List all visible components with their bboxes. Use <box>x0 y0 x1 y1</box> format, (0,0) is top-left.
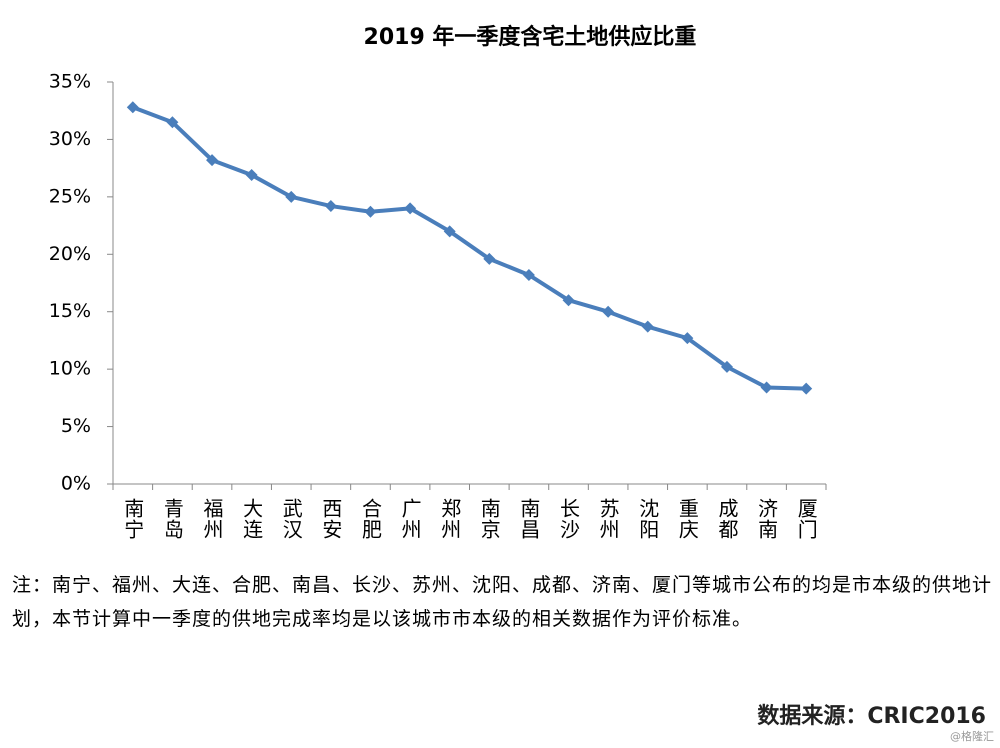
x-tick-label: 成都 <box>715 498 739 540</box>
marker <box>443 225 456 238</box>
x-tick-label: 苏州 <box>596 498 620 540</box>
x-tick-label: 南京 <box>477 498 501 540</box>
marker <box>364 205 377 218</box>
marker <box>522 268 535 281</box>
x-tick-label: 郑州 <box>438 498 462 540</box>
y-tick-label: 25% <box>49 185 91 207</box>
marker <box>641 320 654 333</box>
marker <box>681 332 694 345</box>
marker <box>800 382 813 395</box>
x-tick-label: 济南 <box>755 498 779 540</box>
marker <box>760 381 773 394</box>
x-tick-label: 南宁 <box>121 498 145 540</box>
x-tick-label: 长沙 <box>557 498 581 540</box>
x-tick-label: 福州 <box>200 498 224 540</box>
note: 注：南宁、福州、大连、合肥、南昌、长沙、苏州、沈阳、成都、济南、厦门等城市公布的… <box>12 574 993 630</box>
x-tick-label: 广州 <box>398 498 422 540</box>
y-tick-label: 5% <box>61 415 91 437</box>
y-tick-label: 0% <box>61 473 91 495</box>
marker <box>483 252 496 265</box>
x-tick-label: 沈阳 <box>636 498 660 540</box>
marker <box>285 190 298 203</box>
marker <box>562 294 575 307</box>
line <box>132 105 807 391</box>
y-tick-label: 20% <box>49 243 91 265</box>
x-tick-label: 重庆 <box>675 498 699 540</box>
x-tick-label: 西安 <box>319 498 343 540</box>
y-tick-label: 30% <box>49 128 91 150</box>
marker <box>324 200 337 213</box>
x-tick-label: 厦门 <box>794 498 818 540</box>
chart: 2019 年一季度含宅土地供应比重 0% 5% 10% 15% 20% 25% 30% 35%… <box>49 24 827 540</box>
x-tick-label: 合肥 <box>358 498 382 540</box>
marker <box>404 202 417 215</box>
marker <box>126 101 139 114</box>
marker <box>602 305 615 318</box>
watermark: @格隆汇 <box>950 730 994 743</box>
marker <box>166 116 179 129</box>
y-tick-label: 35% <box>49 71 91 93</box>
marker <box>206 154 219 167</box>
source: 数据来源：CRIC2016 <box>757 704 986 729</box>
marker <box>720 360 733 373</box>
chart-title: 2019 年一季度含宅土地供应比重 <box>364 24 697 50</box>
y-tick-label: 10% <box>49 358 91 380</box>
x-tick-label: 武汉 <box>279 498 303 540</box>
marker <box>245 169 258 182</box>
x-tick-label: 南昌 <box>517 498 541 540</box>
y-tick-label: 15% <box>49 300 91 322</box>
x-tick-label: 大连 <box>240 498 264 540</box>
x-tick-label: 青岛 <box>160 498 184 540</box>
